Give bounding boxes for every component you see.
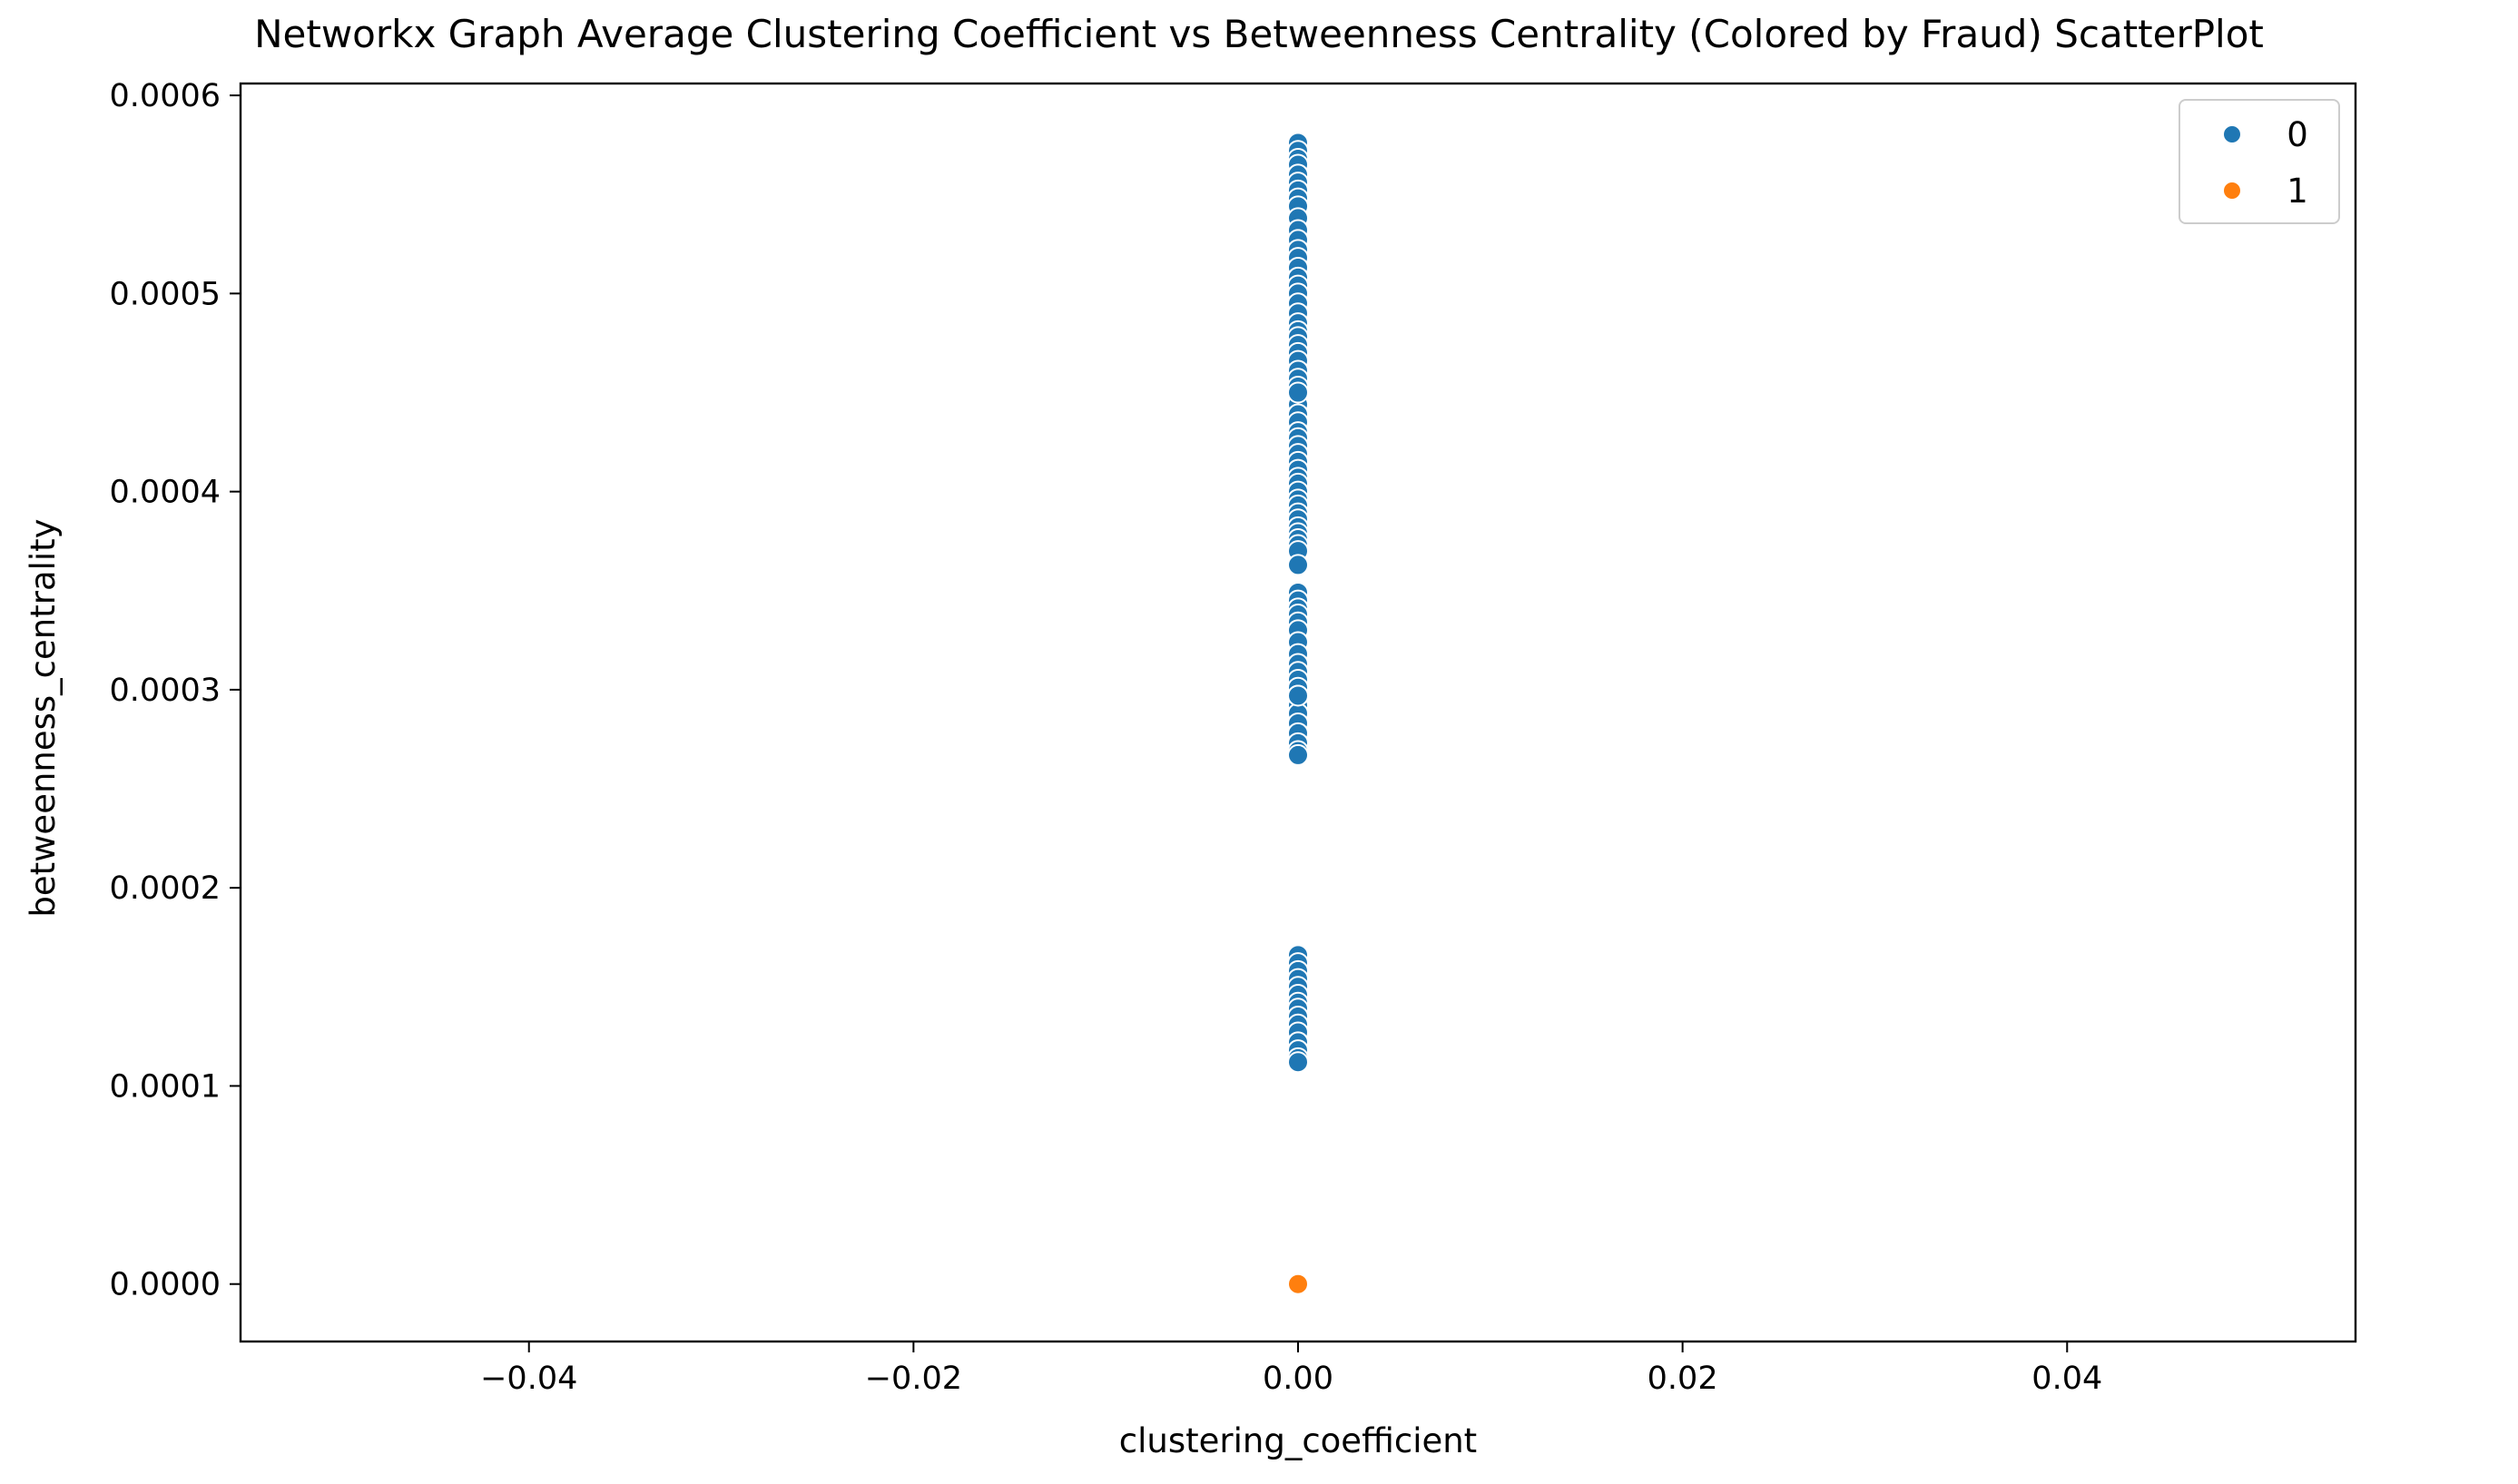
- y-tick-label: 0.0005: [110, 276, 221, 312]
- y-tick-label: 0.0006: [110, 78, 221, 114]
- y-tick-label: 0.0002: [110, 870, 221, 907]
- y-tick-label: 0.0004: [110, 475, 221, 511]
- legend-label: 0: [2287, 115, 2308, 154]
- y-tick-label: 0.0000: [110, 1267, 221, 1303]
- y-tick-label: 0.0001: [110, 1068, 221, 1105]
- data-point: [1287, 1273, 1309, 1295]
- plot-area: −0.04 −0.02 0.00 0.02 0.04 0.0000 0.0001 0.0002…: [110, 78, 2357, 1397]
- data-point: [1287, 381, 1309, 404]
- y-axis-label: betweenness_centrality: [24, 518, 63, 917]
- x-tick-label: 0.04: [2031, 1361, 2102, 1397]
- chart-title: Networkx Graph Average Clustering Coeffi…: [254, 12, 2264, 56]
- data-point: [1287, 684, 1309, 707]
- x-tick-label: −0.04: [480, 1361, 577, 1397]
- x-tick-label: 0.02: [1648, 1361, 1718, 1397]
- data-point: [1287, 1051, 1309, 1074]
- data-point: [1287, 554, 1309, 576]
- x-tick-label: −0.02: [865, 1361, 962, 1397]
- y-tick-label: 0.0003: [110, 673, 221, 709]
- series-0-markers: [1287, 132, 1309, 1074]
- legend: 01: [2179, 99, 2340, 224]
- series-1-markers: [1287, 1273, 1309, 1295]
- legend-label: 1: [2287, 172, 2308, 211]
- x-tick-label: 0.00: [1263, 1361, 1333, 1397]
- legend-marker: [2222, 181, 2242, 201]
- legend-marker: [2222, 124, 2242, 144]
- data-point: [1287, 743, 1309, 766]
- legend-box: [2179, 99, 2340, 224]
- x-axis-label: clustering_coefficient: [1119, 1421, 1477, 1460]
